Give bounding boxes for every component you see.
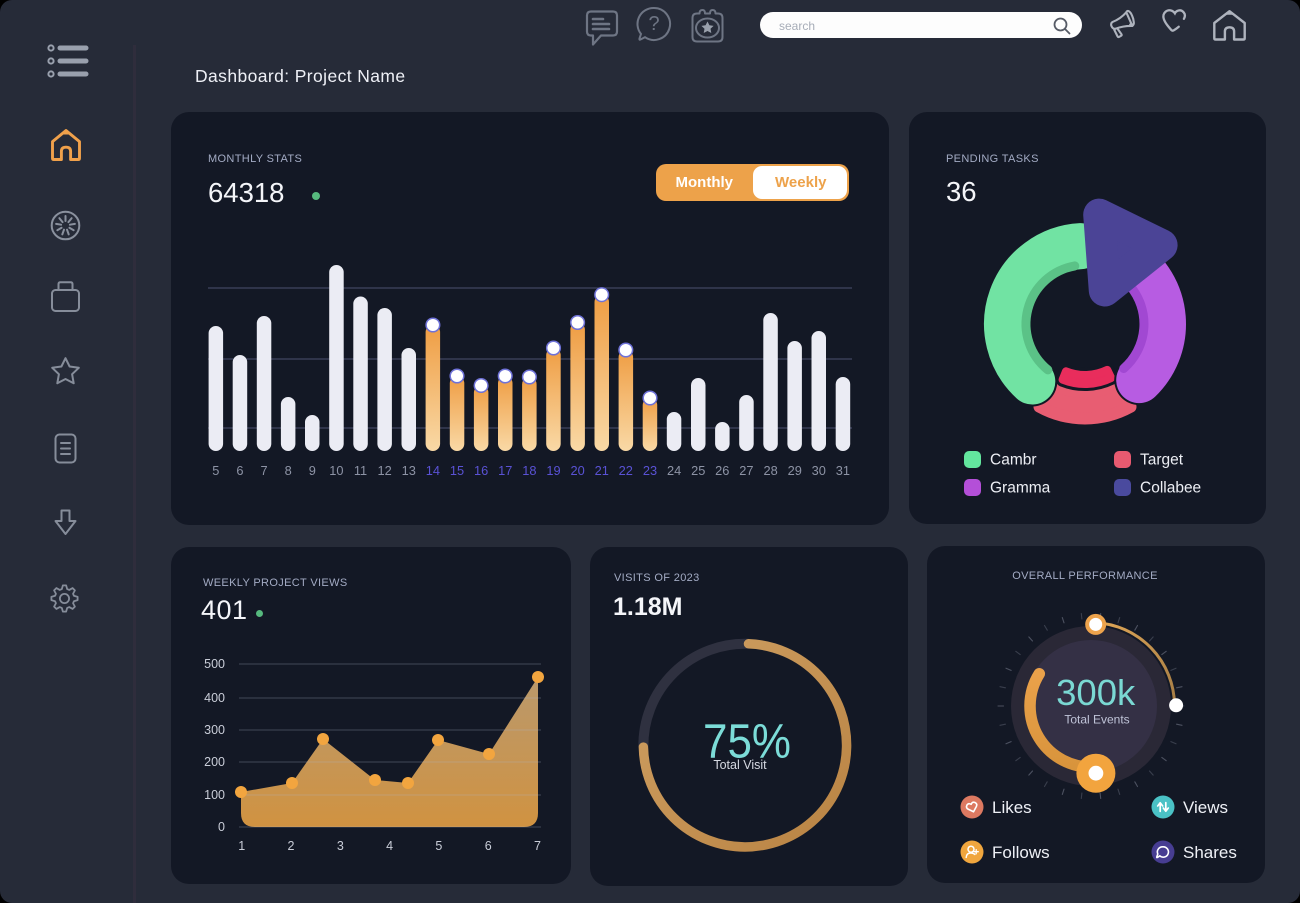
svg-text:300k: 300k <box>1056 672 1136 713</box>
svg-text:0: 0 <box>218 820 225 834</box>
svg-text:11: 11 <box>354 463 367 478</box>
svg-text:Likes: Likes <box>992 798 1032 817</box>
svg-text:20: 20 <box>570 463 584 478</box>
svg-text:14: 14 <box>426 463 440 478</box>
svg-text:26: 26 <box>715 463 729 478</box>
svg-text:16: 16 <box>474 463 488 478</box>
svg-text:4: 4 <box>386 839 393 853</box>
svg-text:Total Visit: Total Visit <box>713 758 767 772</box>
svg-text:12: 12 <box>377 463 391 478</box>
svg-text:31: 31 <box>836 463 850 478</box>
svg-text:5: 5 <box>212 463 219 478</box>
svg-text:?: ? <box>648 13 659 35</box>
svg-text:Views: Views <box>1183 798 1228 817</box>
svg-text:30: 30 <box>812 463 826 478</box>
svg-text:8: 8 <box>285 463 292 478</box>
svg-text:22: 22 <box>619 463 633 478</box>
svg-text:23: 23 <box>643 463 657 478</box>
svg-text:200: 200 <box>204 755 225 769</box>
svg-text:Shares: Shares <box>1183 843 1237 862</box>
svg-text:2: 2 <box>288 839 295 853</box>
svg-text:28: 28 <box>763 463 777 478</box>
svg-text:Follows: Follows <box>992 843 1050 862</box>
svg-text:5: 5 <box>435 839 442 853</box>
svg-text:17: 17 <box>498 463 512 478</box>
svg-text:500: 500 <box>204 657 225 671</box>
svg-text:27: 27 <box>739 463 753 478</box>
svg-text:6: 6 <box>485 839 492 853</box>
svg-text:24: 24 <box>667 463 681 478</box>
svg-text:Target: Target <box>1140 452 1184 469</box>
svg-text:10: 10 <box>329 463 343 478</box>
svg-text:18: 18 <box>522 463 536 478</box>
svg-text:21: 21 <box>595 463 609 478</box>
svg-text:15: 15 <box>450 463 464 478</box>
svg-text:13: 13 <box>402 463 416 478</box>
svg-text:19: 19 <box>546 463 560 478</box>
svg-text:3: 3 <box>337 839 344 853</box>
svg-text:Collabee: Collabee <box>1140 480 1201 497</box>
svg-text:6: 6 <box>236 463 243 478</box>
svg-text:1: 1 <box>238 839 245 853</box>
svg-text:300: 300 <box>204 723 225 737</box>
svg-text:7: 7 <box>260 463 267 478</box>
svg-text:400: 400 <box>204 691 225 705</box>
svg-text:100: 100 <box>204 788 225 802</box>
svg-text:Gramma: Gramma <box>990 480 1051 497</box>
svg-text:25: 25 <box>691 463 705 478</box>
svg-text:29: 29 <box>788 463 802 478</box>
svg-text:Total Events: Total Events <box>1064 713 1129 727</box>
svg-text:75%: 75% <box>703 716 791 769</box>
svg-text:Cambr: Cambr <box>990 452 1037 469</box>
svg-text:9: 9 <box>309 463 316 478</box>
svg-text:7: 7 <box>534 839 541 853</box>
